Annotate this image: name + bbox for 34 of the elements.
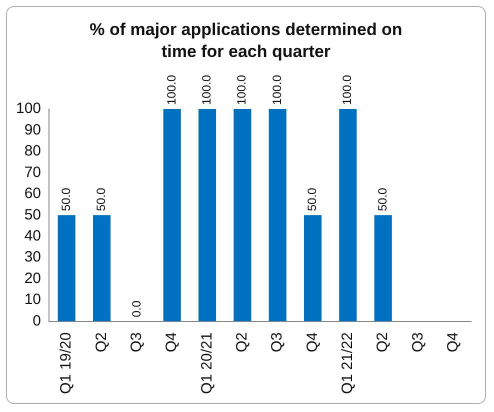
y-tick-label: 80 [24,142,42,160]
x-tick-label: Q1 19/20 [58,332,75,394]
x-tick-label: Q1 21/22 [339,332,356,394]
y-tick-label: 40 [24,228,42,245]
data-label: 50.0 [375,187,390,212]
data-label: 50.0 [305,187,320,212]
x-tick-label: Q1 20/21 [198,332,216,394]
x-tick-label: Q3 [268,332,286,352]
y-tick-label: 30 [24,248,42,266]
x-tick-label: Q2 [92,332,110,352]
y-tick-label: 10 [24,291,42,308]
data-label: 100.0 [340,74,354,105]
data-label: 100.0 [234,74,249,105]
x-tick-label: Q2 [374,332,392,352]
data-label: 0.0 [129,300,144,318]
y-tick-label: 0 [32,312,42,330]
y-tick-label: 60 [24,185,42,202]
x-tick-label: Q4 [304,332,321,352]
y-tick-label: 100 [16,100,42,118]
y-tick-label: 70 [24,164,42,181]
x-tick-label: Q4 [444,332,462,352]
data-label: 100.0 [270,74,284,105]
y-tick-label: 90 [24,121,42,138]
x-tick-label: Q3 [128,332,146,352]
data-label: 50.0 [58,187,73,212]
data-label: 100.0 [164,74,178,105]
x-tick-label: Q3 [409,332,426,352]
chart-title: % of major applications determined on time for each quarter [88,19,404,63]
x-tick-label: Q2 [234,332,251,352]
data-label: 100.0 [200,74,214,105]
x-tick-label: Q4 [163,332,180,352]
y-tick-label: 50 [24,206,42,224]
y-tick-label: 20 [24,270,42,287]
data-label: 50.0 [94,187,108,212]
